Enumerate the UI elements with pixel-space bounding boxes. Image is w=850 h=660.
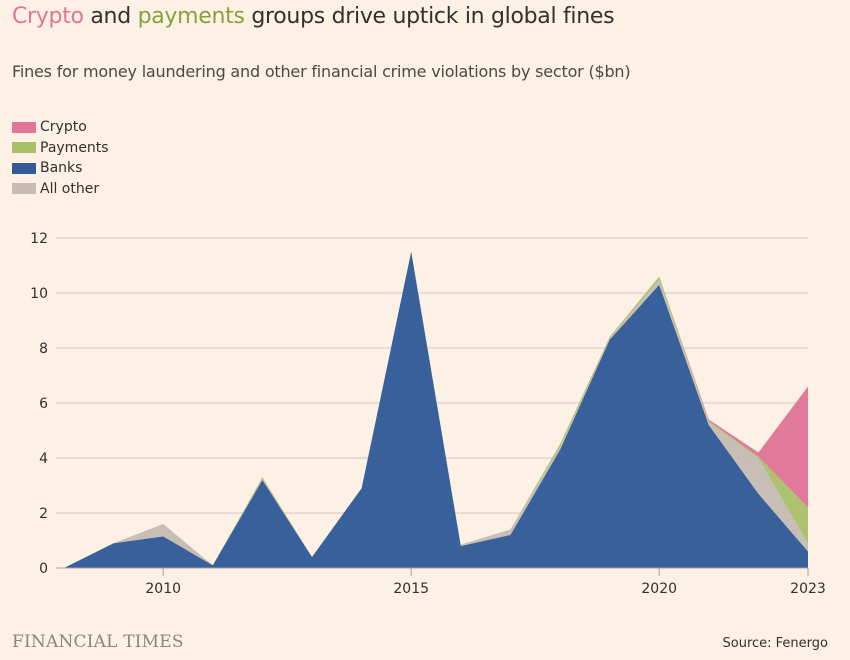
title-part: payments	[137, 4, 245, 29]
chart-subtitle: Fines for money laundering and other fin…	[12, 62, 631, 81]
legend-label: Banks	[40, 160, 83, 177]
legend-swatch	[12, 162, 36, 174]
title-part: Crypto	[12, 4, 84, 29]
legend-swatch	[12, 142, 36, 154]
legend-label: Crypto	[40, 119, 87, 136]
ft-logo: FINANCIAL TIMES	[12, 632, 184, 652]
title-part: and	[83, 4, 138, 29]
y-tick-label: 0	[39, 561, 48, 577]
y-tick-label: 6	[39, 396, 48, 412]
x-tick-label: 2020	[641, 581, 677, 597]
area-banks	[64, 251, 808, 568]
legend-item: Banks	[12, 158, 109, 179]
legend-item: Crypto	[12, 117, 109, 138]
x-tick-label: 2023	[790, 581, 826, 597]
legend: Crypto Payments Banks All other	[12, 117, 109, 199]
legend-label: Payments	[40, 139, 109, 156]
legend-item: Payments	[12, 138, 109, 159]
source-note: Source: Fenergo	[722, 636, 829, 651]
x-tick-label: 2010	[145, 581, 181, 597]
title-part: groups drive uptick in global fines	[244, 4, 615, 29]
legend-label: All other	[40, 180, 100, 197]
area-all-other	[64, 251, 808, 568]
x-tick-label: 2015	[393, 581, 429, 597]
y-tick-label: 2	[39, 506, 48, 522]
legend-swatch	[12, 183, 36, 195]
y-tick-label: 4	[39, 451, 48, 467]
y-tick-label: 12	[30, 231, 48, 247]
legend-item: All other	[12, 179, 109, 200]
y-tick-label: 8	[39, 341, 48, 357]
chart-title: Crypto and payments groups drive uptick …	[12, 4, 615, 29]
y-tick-label: 10	[30, 286, 48, 302]
legend-swatch	[12, 121, 36, 133]
